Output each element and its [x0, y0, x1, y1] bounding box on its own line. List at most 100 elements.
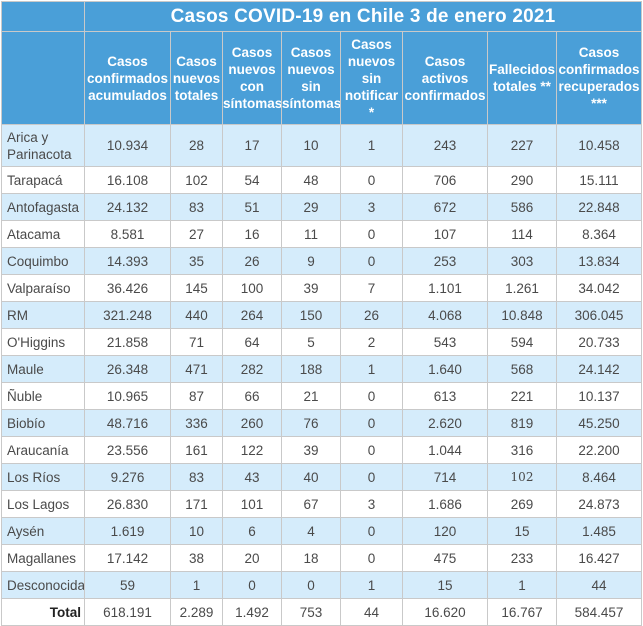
data-cell: 39 — [281, 274, 341, 302]
data-cell: 672 — [402, 193, 488, 221]
data-cell: 48.716 — [84, 409, 171, 437]
data-cell: 0 — [340, 517, 403, 545]
table-row: O'Higgins 21.858 71 64 5 2 543 594 20.733 — [1, 328, 643, 356]
data-cell: 161 — [170, 436, 223, 464]
data-cell: 471 — [170, 355, 223, 383]
table-row: Aysén 1.619 10 6 4 0 120 15 1.485 — [1, 517, 643, 545]
header-nuevos-totales: Casos nuevos totales — [170, 31, 223, 125]
data-cell: 64 — [222, 328, 282, 356]
data-cell: 706 — [402, 166, 488, 194]
data-cell: 221 — [487, 382, 557, 410]
data-cell: 51 — [222, 193, 282, 221]
table-title: Casos COVID-19 en Chile 3 de enero 2021 — [83, 1, 643, 32]
data-cell: 586 — [487, 193, 557, 221]
data-cell: 38 — [170, 544, 223, 572]
data-cell: 1 — [340, 571, 403, 599]
data-cell: 260 — [222, 409, 282, 437]
data-cell: 303 — [487, 247, 557, 275]
data-cell: 0 — [340, 247, 403, 275]
data-cell: 243 — [402, 124, 488, 167]
data-cell: 543 — [402, 328, 488, 356]
data-cell: 10 — [170, 517, 223, 545]
data-cell: 6 — [222, 517, 282, 545]
data-cell: 2.620 — [402, 409, 488, 437]
data-cell: 22.848 — [555, 193, 643, 221]
header-confirmados-recuperados: Casos confirmados recuperados *** — [555, 31, 643, 125]
data-cell: 22.200 — [555, 436, 643, 464]
data-cell: 8.464 — [555, 463, 643, 491]
data-cell: 107 — [402, 220, 488, 248]
table-row: Valparaíso 36.426 145 100 39 7 1.101 1.261 34.04… — [1, 274, 643, 302]
region-name: Araucanía — [1, 436, 85, 464]
data-cell: 2 — [340, 328, 403, 356]
table-row: Maule 26.348 471 282 188 1 1.640 568 24.142 — [1, 355, 643, 383]
data-cell: 16.108 — [84, 166, 171, 194]
table-row: RM 321.248 440 264 150 26 4.068 10.848 306.045 — [1, 301, 643, 329]
data-cell: 21.858 — [84, 328, 171, 356]
data-cell: 475 — [402, 544, 488, 572]
table-row: Coquimbo 14.393 35 26 9 0 253 303 13.834 — [1, 247, 643, 275]
data-cell: 0 — [340, 544, 403, 572]
data-cell: 122 — [222, 436, 282, 464]
data-cell: 18 — [281, 544, 341, 572]
total-cell: 16.620 — [402, 598, 488, 626]
data-cell: 15 — [402, 571, 488, 599]
region-name: Tarapacá — [1, 166, 85, 194]
data-cell: 16 — [222, 220, 282, 248]
data-cell: 8.581 — [84, 220, 171, 248]
region-name: Aysén — [1, 517, 85, 545]
data-cell: 5 — [281, 328, 341, 356]
data-cell: 290 — [487, 166, 557, 194]
data-cell: 39 — [281, 436, 341, 464]
data-cell: 714 — [402, 463, 488, 491]
data-cell: 10.934 — [84, 124, 171, 167]
data-cell: 269 — [487, 490, 557, 518]
region-name: Atacama — [1, 220, 85, 248]
data-cell: 14.393 — [84, 247, 171, 275]
data-cell: 227 — [487, 124, 557, 167]
data-cell: 10.965 — [84, 382, 171, 410]
data-cell: 26.348 — [84, 355, 171, 383]
data-cell: 120 — [402, 517, 488, 545]
data-cell: 17 — [222, 124, 282, 167]
total-cell: 618.191 — [84, 598, 171, 626]
data-cell: 20 — [222, 544, 282, 572]
data-cell: 67 — [281, 490, 341, 518]
total-cell: 753 — [281, 598, 341, 626]
region-name: Los Ríos — [1, 463, 85, 491]
data-cell: 28 — [170, 124, 223, 167]
header-confirmados-acumulados: Casos confirmados acumulados — [84, 31, 171, 125]
corner-cell — [1, 1, 85, 32]
region-name: Desconocida — [1, 571, 85, 599]
header-fallecidos-totales: Fallecidos totales ** — [487, 31, 557, 125]
data-cell: 10.458 — [555, 124, 643, 167]
data-cell: 23.556 — [84, 436, 171, 464]
table-row: Ñuble 10.965 87 66 21 0 613 221 10.137 — [1, 382, 643, 410]
data-cell: 11 — [281, 220, 341, 248]
table-row: Los Lagos 26.830 171 101 67 3 1.686 269 24.873 — [1, 490, 643, 518]
data-cell: 36.426 — [84, 274, 171, 302]
table-row: Los Ríos 9.276 83 43 40 0 714 102 8.464 — [1, 463, 643, 491]
total-cell: 2.289 — [170, 598, 223, 626]
data-cell: 1.619 — [84, 517, 171, 545]
data-cell: 35 — [170, 247, 223, 275]
data-cell: 171 — [170, 490, 223, 518]
data-cell: 0 — [222, 571, 282, 599]
data-cell: 100 — [222, 274, 282, 302]
region-name: Los Lagos — [1, 490, 85, 518]
data-cell: 264 — [222, 301, 282, 329]
data-cell: 10.137 — [555, 382, 643, 410]
table-row: Arica y Parinacota 10.934 28 17 10 1 243 227 10.… — [1, 124, 643, 167]
data-cell: 10 — [281, 124, 341, 167]
data-cell: 44 — [555, 571, 643, 599]
data-cell: 34.042 — [555, 274, 643, 302]
data-cell: 16.427 — [555, 544, 643, 572]
data-cell: 21 — [281, 382, 341, 410]
data-cell: 48 — [281, 166, 341, 194]
data-cell: 336 — [170, 409, 223, 437]
data-cell: 26.830 — [84, 490, 171, 518]
region-name: Ñuble — [1, 382, 85, 410]
data-cell: 1.686 — [402, 490, 488, 518]
table-row: Antofagasta 24.132 83 51 29 3 672 586 22.848 — [1, 193, 643, 221]
